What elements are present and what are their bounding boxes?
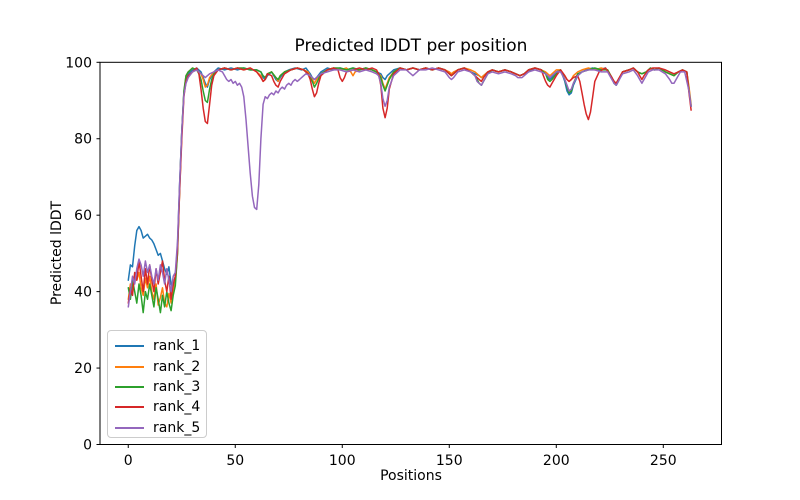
- legend-item-rank_5: rank_5: [115, 418, 206, 438]
- y-tick-label: 60: [74, 208, 92, 224]
- legend-item-rank_4: rank_4: [115, 397, 206, 417]
- x-tick-label: 100: [329, 453, 356, 469]
- legend-line-swatch: [115, 406, 144, 409]
- y-tick-label: 40: [74, 285, 92, 301]
- x-tick-label: 50: [226, 453, 244, 469]
- axes-frame: [99, 61, 722, 446]
- legend-line-swatch: [115, 345, 144, 348]
- y-axis-label: Predicted lDDT: [49, 200, 65, 306]
- x-tick-label: 250: [650, 453, 677, 469]
- legend-item-label: rank_3: [153, 378, 201, 395]
- series-line-rank_5: [127, 67, 692, 308]
- legend-line-swatch: [115, 426, 144, 429]
- x-axis-label: Positions: [380, 468, 442, 484]
- x-tick-label: 200: [543, 453, 570, 469]
- chart-title: Predicted lDDT per position: [294, 36, 528, 56]
- legend-line-swatch: [115, 365, 144, 368]
- x-tick-label: 150: [436, 453, 463, 469]
- legend-item-label: rank_1: [153, 338, 201, 355]
- y-tick-label: 0: [83, 438, 92, 454]
- series-line-rank_1: [127, 67, 692, 291]
- legend-item-label: rank_5: [153, 419, 201, 436]
- legend: rank_1 rank_2 rank_3 rank_4 rank_5: [107, 330, 207, 438]
- legend-item-label: rank_2: [153, 358, 201, 375]
- y-tick-label: 80: [74, 132, 92, 148]
- y-tick-label: 100: [65, 55, 92, 71]
- legend-item-label: rank_4: [153, 399, 201, 416]
- series-line-rank_4: [127, 67, 692, 304]
- legend-item-rank_1: rank_1: [115, 336, 206, 356]
- series-line-rank_2: [127, 67, 692, 308]
- legend-item-rank_3: rank_3: [115, 377, 206, 397]
- legend-item-rank_2: rank_2: [115, 356, 206, 376]
- series-line-rank_3: [127, 67, 692, 314]
- y-tick-label: 20: [74, 361, 92, 377]
- x-tick-label: 0: [124, 453, 133, 469]
- legend-line-swatch: [115, 385, 144, 388]
